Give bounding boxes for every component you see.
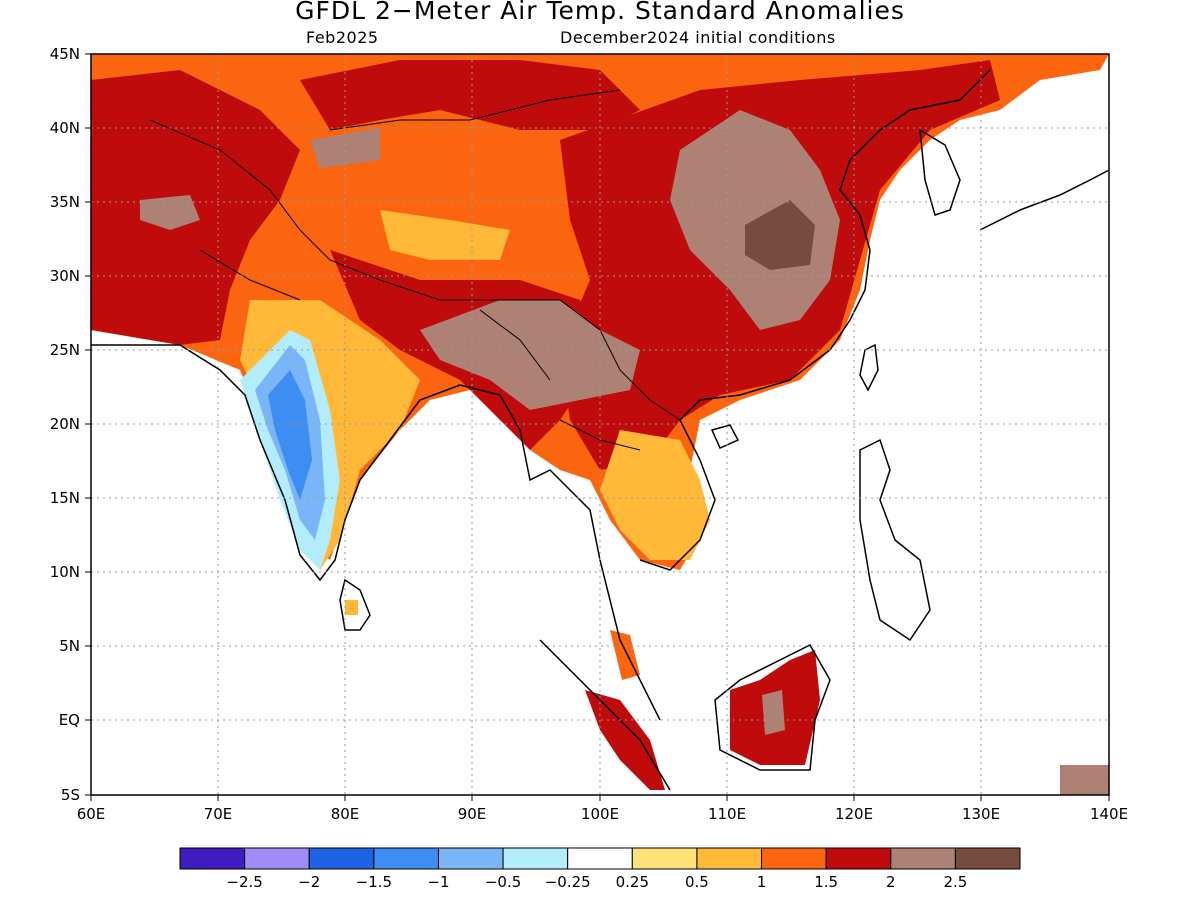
- color-bar-swatch: [244, 847, 310, 870]
- color-bar-swatch: [437, 847, 504, 870]
- lat-label: 10N: [50, 563, 80, 581]
- anomaly-region-malay: [610, 630, 640, 680]
- lat-label: 30N: [50, 267, 80, 285]
- lat-label: 5N: [59, 637, 80, 655]
- coastline-philippines: [859, 438, 931, 642]
- anomaly-region-srilanka: [345, 600, 358, 615]
- lon-label: 70E: [204, 805, 233, 823]
- coastline-borneo: [714, 644, 831, 771]
- color-bar-swatch: [631, 847, 698, 870]
- lon-label: 120E: [835, 805, 873, 823]
- coastline-indochina: [639, 69, 991, 571]
- color-bar-swatch: [954, 847, 1021, 870]
- color-bar-label: −2.5: [226, 873, 262, 891]
- longitude-labels: 60E 70E 80E 90E 100E 110E 120E 130E 140E: [77, 805, 1128, 823]
- color-bar-label: −1.5: [356, 873, 392, 891]
- lon-label: 60E: [77, 805, 106, 823]
- coastline-taiwan: [859, 343, 879, 392]
- anomaly-region-amber-north: [380, 210, 510, 260]
- lat-label: EQ: [59, 711, 80, 729]
- color-bar: [179, 847, 1021, 870]
- anomaly-region-sumatra: [585, 690, 665, 790]
- lon-label: 80E: [331, 805, 360, 823]
- lon-label: 90E: [458, 805, 487, 823]
- tick-marks: [85, 53, 1110, 801]
- coastline-sumatra: [539, 639, 671, 791]
- color-bar-label: −1: [427, 873, 449, 891]
- anomaly-region-deepblue: [268, 370, 312, 500]
- anomaly-region-amber-indochina: [600, 430, 710, 560]
- coastline-korea: [919, 128, 961, 216]
- anomaly-region-brown-afghan: [140, 195, 200, 230]
- color-bar-label: −0.5: [485, 873, 521, 891]
- anomaly-region-red-north: [300, 60, 640, 130]
- lon-label: 100E: [581, 805, 619, 823]
- map-title: GFDL 2−Meter Air Temp. Standard Anomalie…: [295, 0, 905, 25]
- color-bar-swatch: [890, 847, 956, 870]
- anomaly-region-brown-tianshan: [310, 128, 380, 168]
- lon-label: 140E: [1090, 805, 1128, 823]
- forecast-month: Feb2025: [306, 28, 379, 47]
- color-bar-label: 1.5: [814, 873, 838, 891]
- color-bar-swatch: [696, 847, 763, 870]
- country-borders: [149, 89, 681, 451]
- color-bar-swatch: [502, 847, 569, 870]
- color-bar-swatch: [825, 847, 892, 870]
- lat-label: 15N: [50, 489, 80, 507]
- lat-label: 20N: [50, 415, 80, 433]
- color-bar-label: 0.25: [616, 873, 649, 891]
- coastline-hainan: [710, 424, 740, 449]
- lon-label: 110E: [708, 805, 746, 823]
- initial-conditions: December2024 initial conditions: [560, 28, 836, 47]
- lat-label: 45N: [50, 45, 80, 63]
- lat-label: 25N: [50, 341, 80, 359]
- gridlines: [91, 54, 1109, 795]
- latitude-labels: 45N 40N 35N 30N 25N 20N 15N 10N 5N EQ 5S: [50, 45, 80, 804]
- color-bar-label: 2: [886, 873, 896, 891]
- color-bar-label: −0.25: [545, 873, 591, 891]
- color-bar-swatch: [308, 847, 375, 870]
- color-bar-label: 1: [757, 873, 767, 891]
- lat-label: 40N: [50, 119, 80, 137]
- color-bar-swatch: [761, 847, 827, 870]
- coastline-srilanka: [339, 578, 371, 631]
- color-bar-swatch: [373, 847, 439, 870]
- color-bar-swatch: [179, 847, 246, 870]
- anomaly-region-newguinea: [1060, 765, 1109, 795]
- color-bar-label: 2.5: [943, 873, 967, 891]
- anomaly-region-darkbrown: [745, 200, 815, 270]
- coastline-japan: [979, 169, 1109, 231]
- color-bar-label: 0.5: [685, 873, 709, 891]
- color-bar-swatch: [567, 847, 633, 870]
- anomaly-region-red-west: [91, 70, 300, 345]
- anomaly-region-brown-tibet: [420, 300, 640, 410]
- lon-label: 130E: [962, 805, 1000, 823]
- anomaly-region-borneo-center: [762, 690, 785, 735]
- color-bar-labels: −2.5 −2 −1.5 −1 −0.5 −0.25 0.25 0.5 1 1.5 2 2.5: [226, 873, 967, 891]
- lat-label: 35N: [50, 193, 80, 211]
- lat-label: 5S: [61, 786, 80, 804]
- color-bar-label: −2: [298, 873, 320, 891]
